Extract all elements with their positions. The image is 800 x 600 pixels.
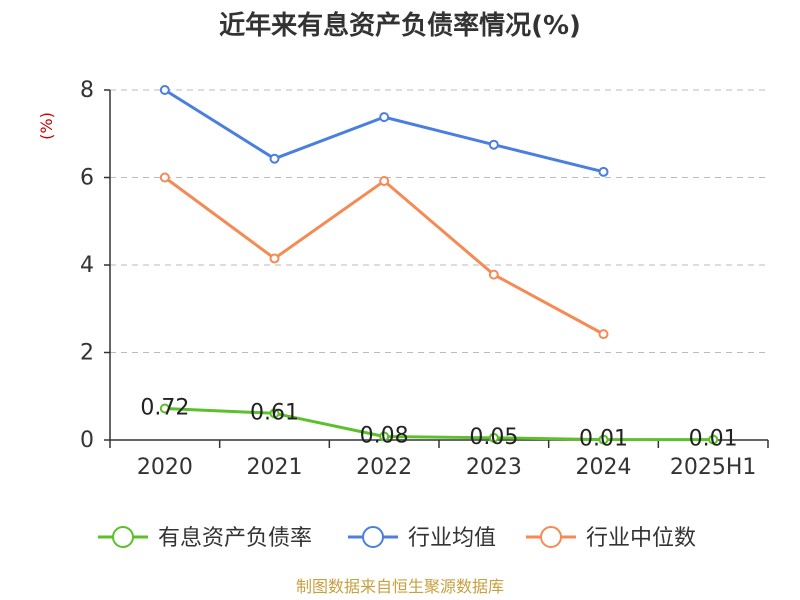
source-note: 制图数据来自恒生聚源数据库 — [296, 577, 504, 596]
series-line-2 — [163, 176, 605, 336]
series-1-point-1 — [269, 153, 280, 164]
series-0-point-3 — [488, 432, 499, 443]
series-0-point-4 — [598, 434, 609, 445]
series-line-1 — [164, 88, 604, 174]
series-layer — [159, 85, 719, 445]
chart-title: 近年来有息资产负债率情况(%) — [219, 10, 581, 41]
legend-marker-0 — [112, 526, 134, 548]
x-tick-label-2023: 2023 — [466, 455, 522, 480]
y-axis-unit-label: (%) — [37, 112, 56, 140]
series-0-point-1 — [269, 408, 280, 419]
series-1-point-4 — [598, 166, 609, 177]
x-tick-label-2025H1: 2025H1 — [670, 455, 757, 480]
legend-marker-2 — [540, 526, 562, 548]
x-tick-label-2024: 2024 — [576, 455, 632, 480]
y-tick-label-0: 0 — [80, 428, 94, 453]
data-label-0: 0.72 — [140, 396, 189, 421]
y-tick-label-2: 2 — [80, 341, 94, 366]
data-label-4: 0.01 — [579, 427, 628, 452]
series-1-point-2 — [379, 112, 390, 123]
series-2-point-2 — [379, 176, 390, 186]
data-label-3: 0.05 — [469, 425, 518, 450]
x-tick-label-2022: 2022 — [356, 455, 412, 480]
x-tick-label-2021: 2021 — [247, 455, 303, 480]
series-2-point-4 — [598, 329, 609, 340]
series-1-point-0 — [159, 85, 170, 95]
series-0-point-5 — [708, 434, 719, 445]
series-line-0 — [164, 407, 714, 442]
legend-label-2: 行业中位数 — [586, 526, 696, 551]
series-2-point-3 — [488, 269, 499, 280]
legend: 有息资产负债率 行业均值 行业中位数 — [98, 526, 696, 551]
legend-marker-1 — [362, 526, 384, 548]
legend-label-1: 行业均值 — [408, 526, 496, 551]
axes: 0 2 4 6 8 2020 2021 2022 2023 2024 2025H1 — [80, 78, 769, 480]
data-label-1: 0.61 — [250, 400, 299, 425]
y-tick-label-8: 8 — [80, 78, 94, 103]
data-label-5: 0.01 — [689, 427, 738, 452]
series-2-point-0 — [159, 172, 170, 183]
y-tick-label-6: 6 — [80, 166, 94, 191]
legend-label-0: 有息资产负债率 — [158, 526, 312, 551]
series-0-point-2 — [379, 431, 390, 442]
y-tick-label-4: 4 — [80, 253, 94, 278]
data-labels: 0.72 0.61 0.08 0.05 0.01 0.01 — [140, 396, 737, 452]
series-2-point-1 — [269, 253, 280, 264]
series-1-point-3 — [488, 139, 499, 150]
x-tick-label-2020: 2020 — [137, 455, 193, 480]
data-label-2: 0.08 — [360, 424, 409, 449]
series-0-point-0 — [159, 403, 170, 414]
